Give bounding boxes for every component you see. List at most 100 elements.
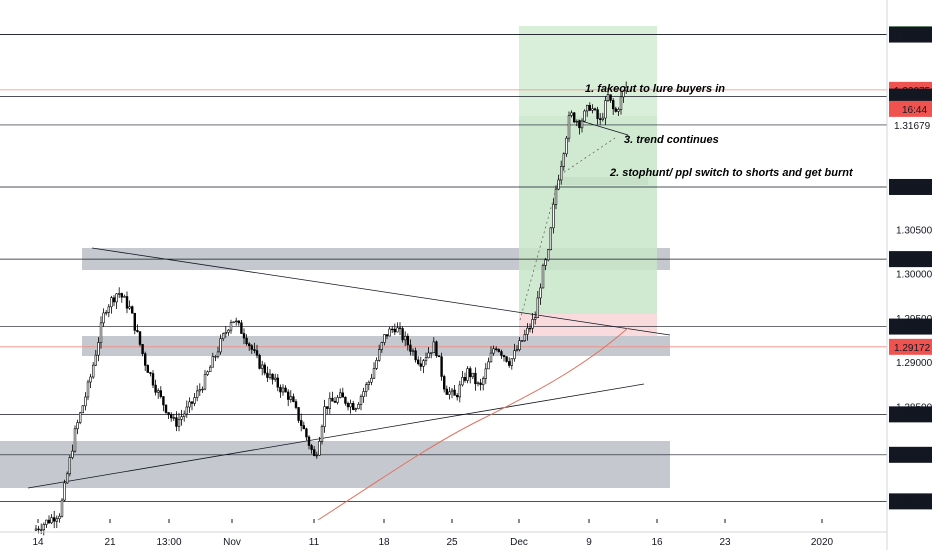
x-axis: 14 21 13:00 Nov 11 18 25 Dec 9 16 23 2020 (0, 0, 888, 550)
price-axis[interactable]: 1.327031.327001.320751.319991.316791.309… (889, 26, 932, 510)
candle-body-145 (409, 344, 412, 352)
candle-body-135 (383, 334, 386, 343)
candle-body-8 (52, 517, 56, 522)
candle-body-102 (297, 407, 300, 421)
candle-body-224 (614, 108, 618, 112)
candle-body-119 (341, 392, 344, 398)
stop-zone (519, 314, 657, 336)
candle-body-167 (466, 368, 469, 381)
projection-path (519, 137, 616, 321)
candle-body-42 (141, 344, 144, 354)
candle-body-49 (159, 390, 162, 397)
candle-body-191 (528, 327, 532, 330)
candle-body-110 (318, 441, 321, 456)
candle-body-131 (372, 368, 376, 379)
ascending-trendline (27, 383, 645, 489)
candle-body-178 (494, 348, 498, 350)
x-tick-2: 21 (104, 537, 116, 548)
candles-layer (34, 81, 628, 536)
candle-body-162 (453, 389, 456, 396)
candle-body-150 (422, 360, 425, 367)
candle-body-126 (359, 396, 363, 405)
candle-body-227 (622, 90, 625, 98)
candle-body-2 (37, 528, 40, 531)
candle-body-28 (105, 312, 108, 314)
candle-body-213 (585, 105, 589, 112)
candle-body-47 (154, 384, 157, 393)
candle-body-134 (380, 342, 383, 350)
price-badge-11 (889, 446, 932, 463)
candle-body-74 (224, 332, 227, 335)
annotation-stophunt: 2. stophunt/ ppl switch to shorts and ge… (609, 167, 854, 179)
candle-body-112 (323, 406, 326, 427)
candle-body-223 (611, 100, 615, 110)
candle-body-36 (125, 296, 129, 309)
candle-body-171 (476, 382, 480, 385)
candle-body-7 (50, 517, 53, 524)
candle-body-117 (336, 397, 339, 403)
candle-body-15 (71, 450, 74, 458)
candle-body-138 (390, 328, 394, 331)
candle-body-125 (357, 404, 360, 409)
candle-body-16 (73, 428, 77, 452)
candle-body-168 (468, 368, 472, 378)
candle-body-220 (604, 100, 607, 119)
candle-body-188 (520, 340, 524, 342)
price-label-10: 1.28409 (894, 410, 931, 421)
zone-2 (82, 336, 670, 356)
candle-body-58 (183, 413, 186, 417)
candle-body-107 (310, 445, 313, 450)
x-tick-7: 25 (446, 537, 458, 548)
candle-body-37 (128, 306, 131, 309)
candle-body-207 (570, 112, 573, 116)
candle-body-184 (510, 358, 513, 366)
candle-body-211 (580, 120, 584, 129)
candle-body-105 (305, 428, 308, 438)
candle-body-90 (266, 372, 269, 378)
candle-body-54 (172, 417, 175, 419)
candle-body-76 (229, 322, 233, 331)
candle-body-51 (164, 404, 168, 413)
candle-body-1 (34, 528, 38, 531)
candle-body-93 (273, 377, 277, 380)
candle-body-23 (92, 364, 95, 378)
candle-body-197 (544, 259, 547, 266)
candle-body-182 (505, 356, 508, 362)
candle-body-13 (66, 473, 69, 484)
candle-body-6 (47, 519, 51, 524)
zones-layer (0, 177, 670, 488)
candle-body-81 (242, 333, 246, 339)
trade-box-layer (519, 26, 657, 336)
flag-trendline (577, 119, 629, 136)
candle-body-185 (513, 350, 516, 360)
y-tick-5: 1.28500 (896, 402, 932, 413)
candle-body-144 (406, 335, 409, 346)
candle-body-194 (536, 297, 540, 318)
candle-body-153 (429, 352, 433, 354)
candle-body-83 (248, 343, 251, 347)
candle-body-190 (526, 327, 529, 335)
candle-body-179 (497, 349, 500, 352)
candle-body-208 (572, 112, 576, 123)
candle-body-192 (531, 319, 534, 329)
price-label-8: 1.29401 (894, 323, 931, 334)
candle-body-202 (557, 179, 560, 190)
price-badge-9 (889, 338, 932, 355)
candle-body-225 (617, 109, 620, 112)
candle-body-216 (593, 108, 597, 111)
candle-body-30 (110, 297, 113, 308)
candle-body-66 (203, 374, 207, 390)
candle-body-91 (268, 373, 272, 378)
countdown-label: 16:44 (902, 105, 927, 116)
candle-body-106 (307, 436, 311, 446)
candle-body-80 (240, 322, 243, 334)
candle-body-69 (211, 356, 214, 368)
moving-average-line (317, 327, 629, 521)
candle-body-141 (398, 327, 402, 329)
candle-body-10 (58, 515, 61, 520)
candle-body-198 (546, 249, 550, 261)
candle-body-160 (448, 391, 451, 395)
horizontal-lines-layer (0, 33, 887, 502)
price-badge-6 (889, 178, 932, 195)
